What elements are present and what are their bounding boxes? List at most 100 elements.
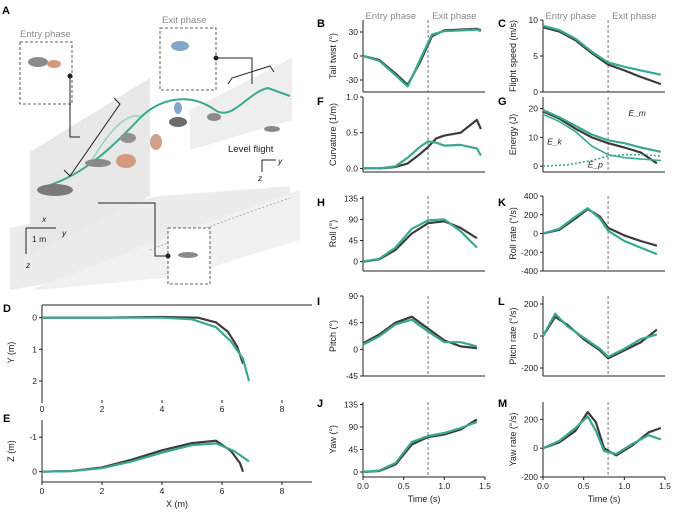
flight-path-teal-light bbox=[91, 115, 141, 161]
level-axis-y-label: y bbox=[277, 156, 283, 166]
panel-h: H 135 90 45 0 Roll (°) bbox=[317, 193, 485, 272]
phase-label-exit: Exit phase bbox=[432, 11, 476, 22]
panel-d: D 0 1 2 0 2 4 6 8 Y (m) bbox=[3, 303, 312, 414]
y-tick-label: 0 bbox=[353, 257, 358, 267]
phase-label-entry: Entry phase bbox=[365, 11, 416, 22]
y-tick-label: -30 bbox=[346, 75, 359, 85]
world-axes bbox=[25, 227, 56, 254]
connector-dot bbox=[213, 55, 219, 61]
y-axis-label: Pitch rate (°/s) bbox=[508, 307, 518, 364]
connector-dot bbox=[165, 253, 171, 259]
connector-start bbox=[98, 202, 168, 257]
level-axis-z-label: z bbox=[257, 173, 263, 183]
y-tick-label: -1 bbox=[29, 432, 37, 442]
panel-b: B 30 0 -30 Tail twist (°) Entry phase Exit pha… bbox=[317, 11, 485, 93]
panel-letter: E bbox=[3, 413, 10, 425]
series-line-mean bbox=[542, 207, 658, 256]
y-tick-label: 0.5 bbox=[346, 128, 358, 138]
bird-silhouette bbox=[207, 113, 221, 121]
bird-silhouette bbox=[37, 184, 73, 196]
level-flight-label: Level flight bbox=[228, 144, 274, 155]
series-line-Em bbox=[542, 110, 658, 165]
inset-bird bbox=[28, 57, 48, 67]
y-axis-label: Yaw rate (°/s) bbox=[508, 413, 518, 467]
y-axis-label: Y (m) bbox=[6, 342, 16, 364]
series-line-mean bbox=[42, 315, 245, 364]
bird-silhouette bbox=[150, 134, 162, 150]
y-tick-label: 0.0 bbox=[346, 163, 358, 173]
x-tick-label: 0.5 bbox=[398, 481, 410, 491]
y-tick-label: 90 bbox=[349, 291, 359, 301]
panel-letter: B bbox=[317, 18, 325, 30]
y-tick-label: -45 bbox=[346, 371, 359, 381]
axis-x-label: x bbox=[41, 214, 47, 224]
y-axis-label: Tail twist (°) bbox=[328, 33, 338, 79]
series-line-mean bbox=[363, 140, 482, 170]
y-tick-label: 200 bbox=[524, 414, 538, 424]
panel-letter-a: A bbox=[2, 5, 10, 17]
x-tick-label: 1.5 bbox=[659, 481, 671, 491]
y-tick-label: 45 bbox=[349, 236, 359, 246]
y-tick-label: 10 bbox=[529, 132, 539, 142]
x-tick-label: 4 bbox=[160, 486, 165, 496]
series-line-mean bbox=[362, 315, 478, 350]
y-tick-label: 20 bbox=[529, 104, 539, 114]
series-line-Ep bbox=[542, 153, 661, 167]
bird-silhouette bbox=[174, 102, 182, 114]
series-line-mean bbox=[362, 218, 478, 263]
y-axis-label: Curvature (1/m) bbox=[328, 103, 338, 166]
series-line-Ek bbox=[542, 113, 661, 162]
y-tick-label: -200 bbox=[521, 247, 538, 257]
series-line-mean bbox=[41, 442, 250, 473]
series-line-mean bbox=[542, 411, 662, 457]
inset-bird bbox=[171, 41, 189, 51]
y-tick-label: 200 bbox=[524, 299, 538, 309]
series-line-mean bbox=[362, 28, 482, 88]
x-tick-label: 0 bbox=[40, 486, 45, 496]
energy-annotation: E_k bbox=[547, 137, 562, 147]
panel-g: G 20 10 0 Energy (J) E_m E_k E_p bbox=[498, 96, 665, 173]
series-line-mean bbox=[542, 312, 658, 358]
scale-bar-label: 1 m bbox=[32, 234, 46, 244]
y-axis-label: Roll (°) bbox=[328, 220, 338, 248]
y-tick-label: 135 bbox=[344, 193, 358, 203]
connector-entry bbox=[69, 76, 80, 138]
y-tick-label: 10 bbox=[529, 15, 539, 25]
panel-letter: D bbox=[3, 303, 11, 315]
panel-letter: J bbox=[317, 398, 323, 410]
y-tick-label: 200 bbox=[524, 210, 538, 220]
bird-silhouette bbox=[85, 159, 111, 167]
y-tick-label: 0 bbox=[353, 51, 358, 61]
x-axis-label: Time (s) bbox=[408, 494, 441, 504]
y-tick-label: 2 bbox=[32, 376, 37, 386]
panel-f: F 1.0 0.5 0.0 Curvature (1/m) bbox=[317, 92, 485, 173]
series-line-mean bbox=[362, 318, 478, 348]
y-tick-label: 0 bbox=[533, 161, 538, 171]
series-line-mean bbox=[542, 315, 658, 360]
axis-z-label: z bbox=[25, 260, 31, 270]
series-line-mean bbox=[362, 420, 478, 474]
series-line-mean bbox=[42, 316, 251, 382]
phase-label-entry: Entry phase bbox=[545, 11, 596, 22]
x-tick-label: 8 bbox=[280, 486, 285, 496]
y-tick-label: 5 bbox=[533, 51, 538, 61]
bird-silhouette bbox=[264, 126, 280, 132]
y-tick-label: 90 bbox=[349, 214, 359, 224]
panel-c: C 10 5 0 Flight speed (m/s) Entry phase Exit p… bbox=[498, 11, 665, 97]
bird-silhouettes bbox=[37, 102, 280, 196]
panel-letter: H bbox=[317, 197, 325, 209]
level-flight-axes bbox=[261, 159, 276, 172]
series-line-mean bbox=[542, 415, 662, 455]
entry-inset bbox=[19, 41, 73, 105]
bird-silhouette bbox=[120, 133, 136, 143]
y-axis-label: Yaw (°) bbox=[328, 425, 338, 454]
x-tick-label: 0.5 bbox=[578, 481, 590, 491]
y-tick-label: 0 bbox=[32, 467, 37, 477]
series-line-mean bbox=[363, 118, 482, 170]
plots-layer: B 30 0 -30 Tail twist (°) Entry phase Exit pha… bbox=[3, 11, 671, 509]
energy-annotation: E_m bbox=[628, 108, 645, 118]
